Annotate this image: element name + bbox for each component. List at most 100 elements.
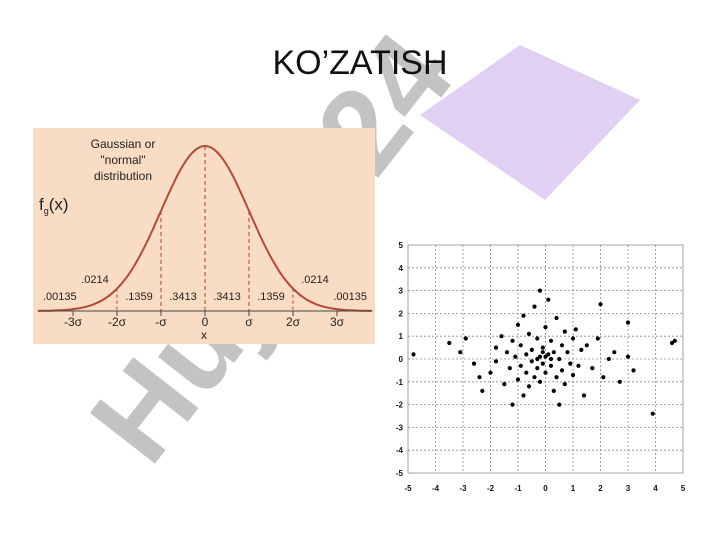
scatter-point (447, 340, 452, 346)
y-axis-label: fg(x) (39, 195, 69, 216)
scatter-y-tick-label: 4 (399, 264, 404, 273)
scatter-point (562, 382, 567, 387)
scatter-point (529, 359, 534, 364)
scatter-point (576, 363, 581, 368)
scatter-point (535, 336, 540, 341)
scatter-point (565, 350, 570, 355)
x-tick-label: σ (245, 315, 253, 329)
x-tick-label: 2σ (286, 315, 301, 329)
scatter-point (411, 352, 416, 357)
scatter-x-tick-label: 4 (653, 484, 658, 493)
scatter-point (579, 347, 584, 352)
scatter-x-tick-label: -4 (432, 484, 440, 493)
scatter-x-tick-label: 0 (543, 484, 548, 493)
probability-labels: .00135 .0214 .1359 .3413 .3413 .1359 .0214 .001… (43, 274, 367, 303)
scatter-point (625, 354, 631, 359)
scatter-point (568, 361, 573, 366)
scatter-point (518, 343, 523, 348)
scatter-point (521, 393, 526, 398)
scatter-y-tick-label: -3 (396, 423, 404, 432)
scatter-point (548, 356, 554, 362)
scatter-point (631, 368, 636, 373)
scatter-point (540, 350, 545, 355)
scatter-point (526, 384, 532, 389)
scatter-point (625, 320, 631, 325)
scatter-point (570, 372, 576, 378)
scatter-point (543, 325, 548, 330)
scatter-point (488, 370, 493, 375)
scatter-y-tick-label: -4 (396, 446, 404, 455)
scatter-y-tick-label: 0 (399, 355, 404, 364)
scatter-point (540, 345, 545, 350)
scatter-point (617, 379, 622, 384)
probability-label: .0214 (301, 274, 329, 286)
x-tick-label: -3σ (64, 315, 83, 329)
scatter-y-tick-label: -1 (396, 378, 404, 387)
scatter-x-tick-label: -2 (487, 484, 495, 493)
scatter-point (554, 315, 559, 321)
scatter-point (606, 356, 611, 362)
scatter-point (543, 370, 548, 375)
scatter-x-tick-label: 5 (681, 484, 686, 493)
scatter-y-tick-label: 5 (399, 241, 404, 250)
scatter-point (515, 377, 521, 382)
probability-label: .00135 (43, 291, 77, 303)
scatter-point (518, 363, 523, 368)
probability-label: .00135 (333, 291, 367, 303)
scatter-point (535, 366, 540, 371)
scatter-point (543, 354, 548, 359)
scatter-tick-labels: -5 -4 -3 -2 -1 0 1 2 3 4 5 5 4 3 2 1 0 -1 -2 -3 -4 -5 (396, 241, 686, 493)
scatter-point (548, 338, 554, 343)
scatter-point (551, 388, 556, 393)
probability-label: .1359 (125, 291, 153, 303)
scatter-point (546, 297, 551, 302)
scatter-point (672, 338, 677, 343)
scatter-point (573, 327, 578, 332)
x-tick-label: 0 (202, 315, 209, 329)
scatter-y-tick-label: 2 (399, 309, 404, 318)
scatter-point (650, 411, 655, 416)
slide-title: KO’ZATISH (272, 44, 448, 82)
gaussian-chart-background (33, 128, 375, 344)
x-tick-labels: -3σ -2σ -σ 0 σ 2σ 3σ (64, 311, 345, 329)
scatter-point (581, 393, 587, 398)
scatter-point (537, 379, 543, 384)
scatter-point (477, 375, 482, 380)
scatter-point (557, 356, 562, 362)
scatter-point (612, 350, 617, 355)
probability-label: .3413 (169, 291, 197, 303)
scatter-point (562, 329, 567, 334)
scatter-point (559, 343, 565, 348)
scatter-y-tick-label: 1 (399, 332, 404, 341)
scatter-point (554, 375, 559, 380)
scatter-point (480, 388, 485, 393)
scatter-x-tick-label: 3 (626, 484, 631, 493)
scatter-x-tick-label: -3 (459, 484, 467, 493)
scatter-point (513, 354, 518, 359)
scatter-point (570, 336, 576, 341)
gaussian-curve (37, 144, 373, 312)
scatter-point (535, 356, 540, 362)
scatter-point (499, 334, 504, 339)
scatter-point (584, 343, 589, 348)
probability-label: .3413 (213, 291, 241, 303)
scatter-grid (407, 244, 684, 474)
scatter-point (537, 288, 543, 293)
scatter-point (540, 361, 545, 366)
distribution-annotation: Gaussian or "normal" distribution (91, 137, 156, 183)
scatter-point (493, 359, 499, 364)
scatter-point (551, 350, 556, 355)
scatter-point (463, 336, 468, 341)
scatter-y-tick-label: -2 (396, 401, 404, 410)
scatter-point (521, 313, 526, 318)
scatter-point (529, 347, 534, 352)
annotation-line-3: distribution (94, 169, 152, 183)
scatter-point (557, 402, 562, 407)
x-tick-label: -σ (155, 315, 167, 329)
scatter-point (502, 382, 507, 387)
scatter-point (510, 338, 515, 343)
annotation-line-2: "normal" (100, 153, 145, 167)
gaussian-chart: -3σ -2σ -σ 0 σ 2σ 3σ .00135 .0214 .1359 .3413 .341… (33, 128, 375, 344)
probability-label: .1359 (257, 291, 285, 303)
scatter-y-tick-label: 3 (399, 287, 404, 296)
